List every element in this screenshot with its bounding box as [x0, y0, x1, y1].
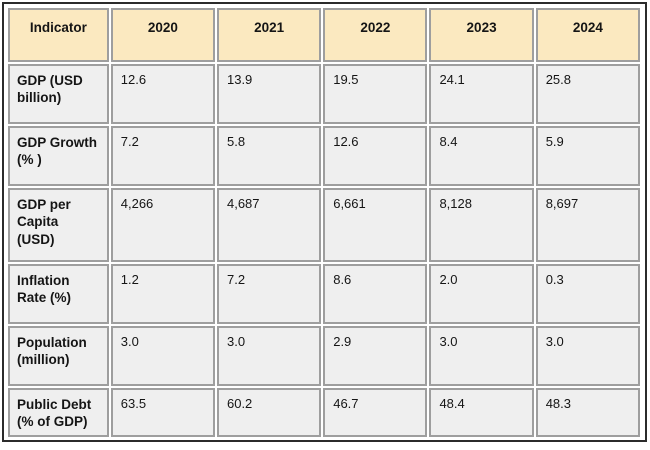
cell-gdp-2020: 12.6 [110, 64, 215, 124]
cell-gdp-2021: 13.9 [216, 64, 322, 124]
cell-gdp-per-capita-2020: 4,266 [110, 188, 215, 262]
column-header-2021: 2021 [216, 8, 322, 62]
cell-gdp-growth-2021: 5.8 [216, 126, 322, 186]
row-label-gdp-growth: GDP Growth (% ) [8, 126, 109, 186]
cell-gdp-growth-2022: 12.6 [323, 126, 428, 186]
cell-gdp-growth-2020: 7.2 [110, 126, 215, 186]
indicator-table: Indicator 2020 2021 2022 2023 2024 GDP (… [6, 6, 642, 439]
cell-gdp-per-capita-2022: 6,661 [323, 188, 428, 262]
table-row-gdp-per-capita: GDP per Capita (USD) 4,266 4,687 6,661 8… [8, 188, 640, 262]
cell-gdp-growth-2024: 5.9 [535, 126, 640, 186]
cell-population-2020: 3.0 [110, 326, 215, 386]
cell-gdp-growth-2023: 8.4 [429, 126, 534, 186]
cell-gdp-2024: 25.8 [535, 64, 640, 124]
cell-population-2024: 3.0 [535, 326, 640, 386]
row-label-inflation: Inflation Rate (%) [8, 264, 109, 324]
column-header-indicator: Indicator [8, 8, 109, 62]
cell-population-2023: 3.0 [429, 326, 534, 386]
column-header-2024: 2024 [535, 8, 640, 62]
cell-public-debt-2023: 48.4 [429, 388, 534, 437]
table-row-inflation: Inflation Rate (%) 1.2 7.2 8.6 2.0 0.3 [8, 264, 640, 324]
cell-public-debt-2022: 46.7 [323, 388, 428, 437]
cell-inflation-2023: 2.0 [429, 264, 534, 324]
column-header-2020: 2020 [110, 8, 215, 62]
cell-population-2021: 3.0 [216, 326, 322, 386]
column-header-2022: 2022 [323, 8, 428, 62]
column-header-2023: 2023 [429, 8, 534, 62]
cell-gdp-per-capita-2023: 8,128 [429, 188, 534, 262]
cell-population-2022: 2.9 [323, 326, 428, 386]
cell-gdp-2022: 19.5 [323, 64, 428, 124]
cell-gdp-per-capita-2021: 4,687 [216, 188, 322, 262]
table-row-gdp-growth: GDP Growth (% ) 7.2 5.8 12.6 8.4 5.9 [8, 126, 640, 186]
cell-inflation-2021: 7.2 [216, 264, 322, 324]
row-label-gdp-per-capita: GDP per Capita (USD) [8, 188, 109, 262]
table-row-gdp: GDP (USD billion) 12.6 13.9 19.5 24.1 25… [8, 64, 640, 124]
header-row: Indicator 2020 2021 2022 2023 2024 [8, 8, 640, 62]
row-label-gdp: GDP (USD billion) [8, 64, 109, 124]
indicator-table-frame: Indicator 2020 2021 2022 2023 2024 GDP (… [2, 2, 647, 442]
cell-inflation-2020: 1.2 [110, 264, 215, 324]
cell-public-debt-2020: 63.5 [110, 388, 215, 437]
cell-inflation-2024: 0.3 [535, 264, 640, 324]
table-row-public-debt: Public Debt (% of GDP) 63.5 60.2 46.7 48… [8, 388, 640, 437]
table-row-population: Population (million) 3.0 3.0 2.9 3.0 3.0 [8, 326, 640, 386]
row-label-population: Population (million) [8, 326, 109, 386]
cell-gdp-2023: 24.1 [429, 64, 534, 124]
cell-public-debt-2024: 48.3 [535, 388, 640, 437]
cell-inflation-2022: 8.6 [323, 264, 428, 324]
cell-gdp-per-capita-2024: 8,697 [535, 188, 640, 262]
row-label-public-debt: Public Debt (% of GDP) [8, 388, 109, 437]
cell-public-debt-2021: 60.2 [216, 388, 322, 437]
